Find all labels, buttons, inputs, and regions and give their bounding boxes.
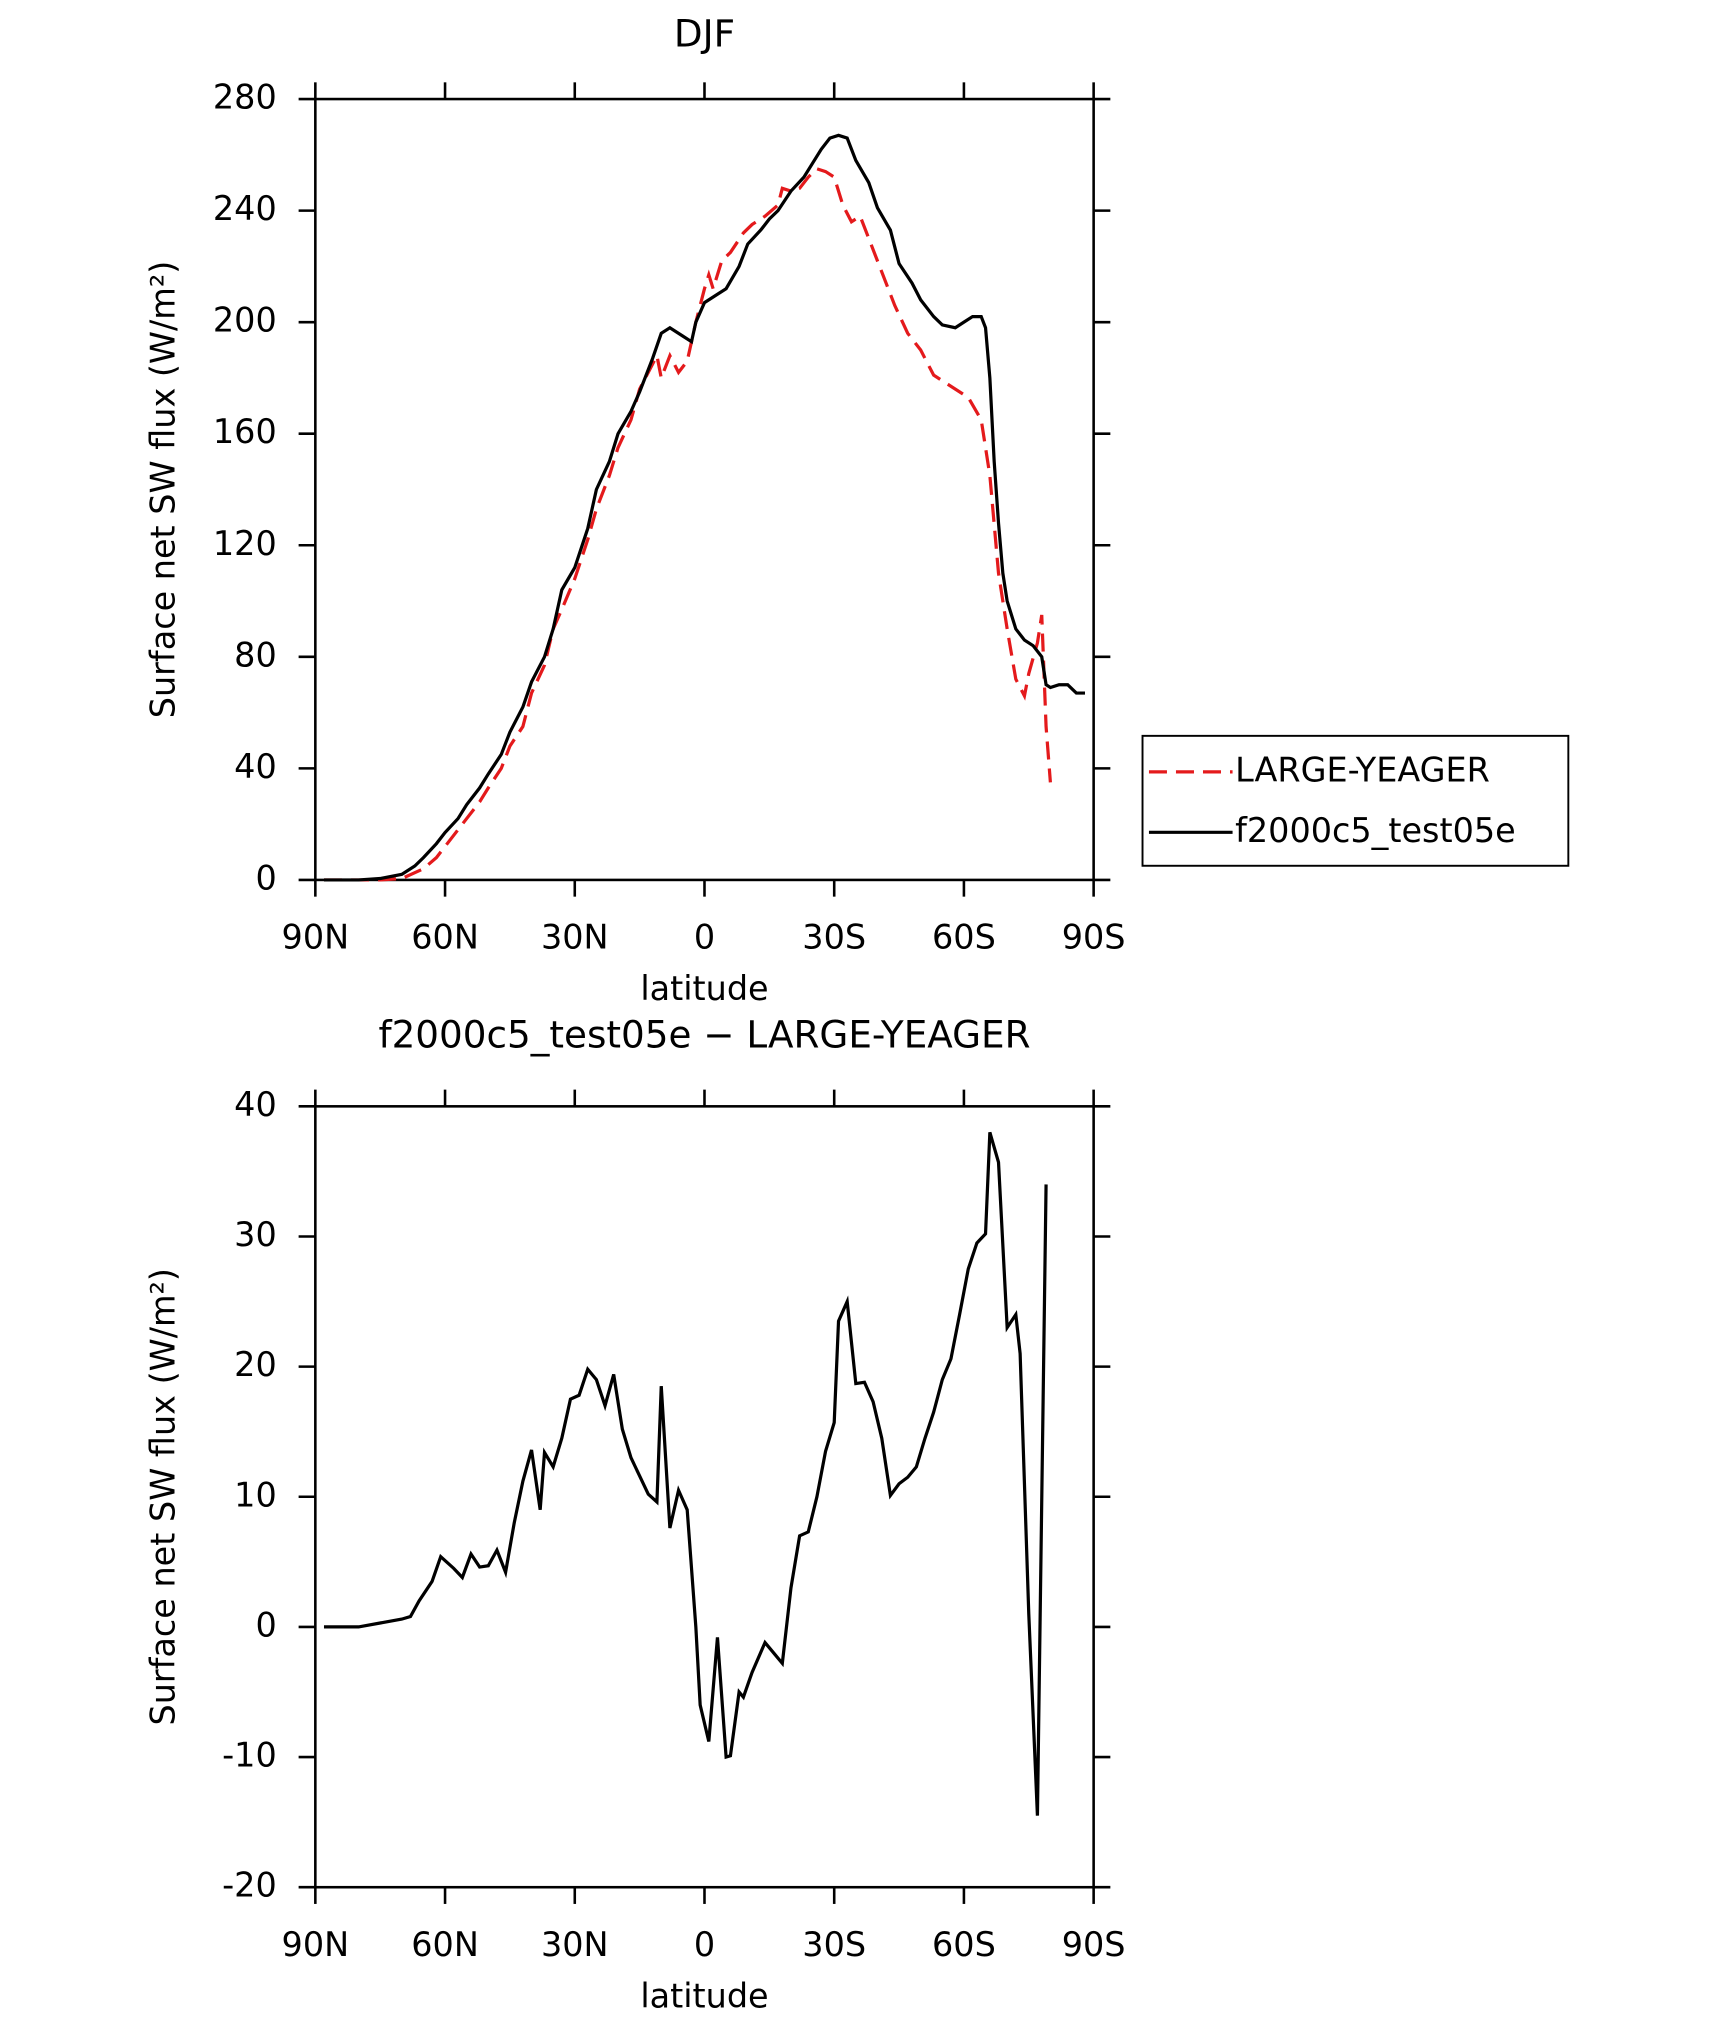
legend-label: LARGE-YEAGER: [1235, 750, 1490, 789]
chart-title: f2000c5_test05e − LARGE-YEAGER: [378, 1012, 1030, 1056]
x-axis-label: latitude: [640, 969, 768, 1008]
x-tick-label: 60S: [932, 1925, 996, 1964]
y-tick-label: -10: [222, 1736, 277, 1775]
x-axis-label: latitude: [640, 1976, 768, 2015]
x-tick-label: 30S: [802, 1925, 866, 1964]
y-tick-label: 80: [234, 635, 277, 674]
series-line: [323, 1131, 1048, 1816]
x-tick-label: 30N: [541, 1925, 609, 1964]
y-tick-label: 30: [234, 1215, 277, 1254]
y-tick-label: 240: [213, 189, 277, 228]
series-line: [323, 166, 1052, 882]
x-tick-label: 60N: [411, 918, 479, 957]
x-tick-label: 60N: [411, 1925, 479, 1964]
y-tick-label: 40: [234, 747, 277, 786]
plot-frame: [314, 97, 1095, 882]
legend-box: [1141, 734, 1570, 867]
x-tick-label: 0: [694, 1925, 715, 1964]
x-tick-label: 0: [694, 918, 715, 957]
x-tick-label: 90S: [1062, 1925, 1126, 1964]
x-tick-label: 90N: [282, 1925, 350, 1964]
y-axis-label: Surface net SW flux (W/m²): [143, 261, 182, 718]
x-tick-label: 30S: [802, 918, 866, 957]
plot-frame: [314, 1105, 1095, 1889]
y-tick-label: 0: [255, 858, 276, 897]
x-tick-label: 90N: [282, 918, 350, 957]
chart-title: DJF: [674, 12, 735, 56]
y-tick-label: 280: [213, 78, 277, 117]
y-tick-label: 200: [213, 301, 277, 340]
y-tick-label: 10: [234, 1475, 277, 1514]
y-tick-label: 20: [234, 1345, 277, 1384]
series-line: [323, 133, 1085, 882]
y-tick-label: 40: [234, 1085, 277, 1124]
y-tick-label: -20: [222, 1866, 277, 1905]
y-axis-label: Surface net SW flux (W/m²): [143, 1268, 182, 1725]
x-tick-label: 90S: [1062, 918, 1126, 957]
y-tick-label: 120: [213, 524, 277, 563]
y-tick-label: 0: [255, 1605, 276, 1644]
y-tick-label: 160: [213, 412, 277, 451]
x-tick-label: 60S: [932, 918, 996, 957]
x-tick-label: 30N: [541, 918, 609, 957]
legend-label: f2000c5_test05e: [1235, 811, 1516, 850]
